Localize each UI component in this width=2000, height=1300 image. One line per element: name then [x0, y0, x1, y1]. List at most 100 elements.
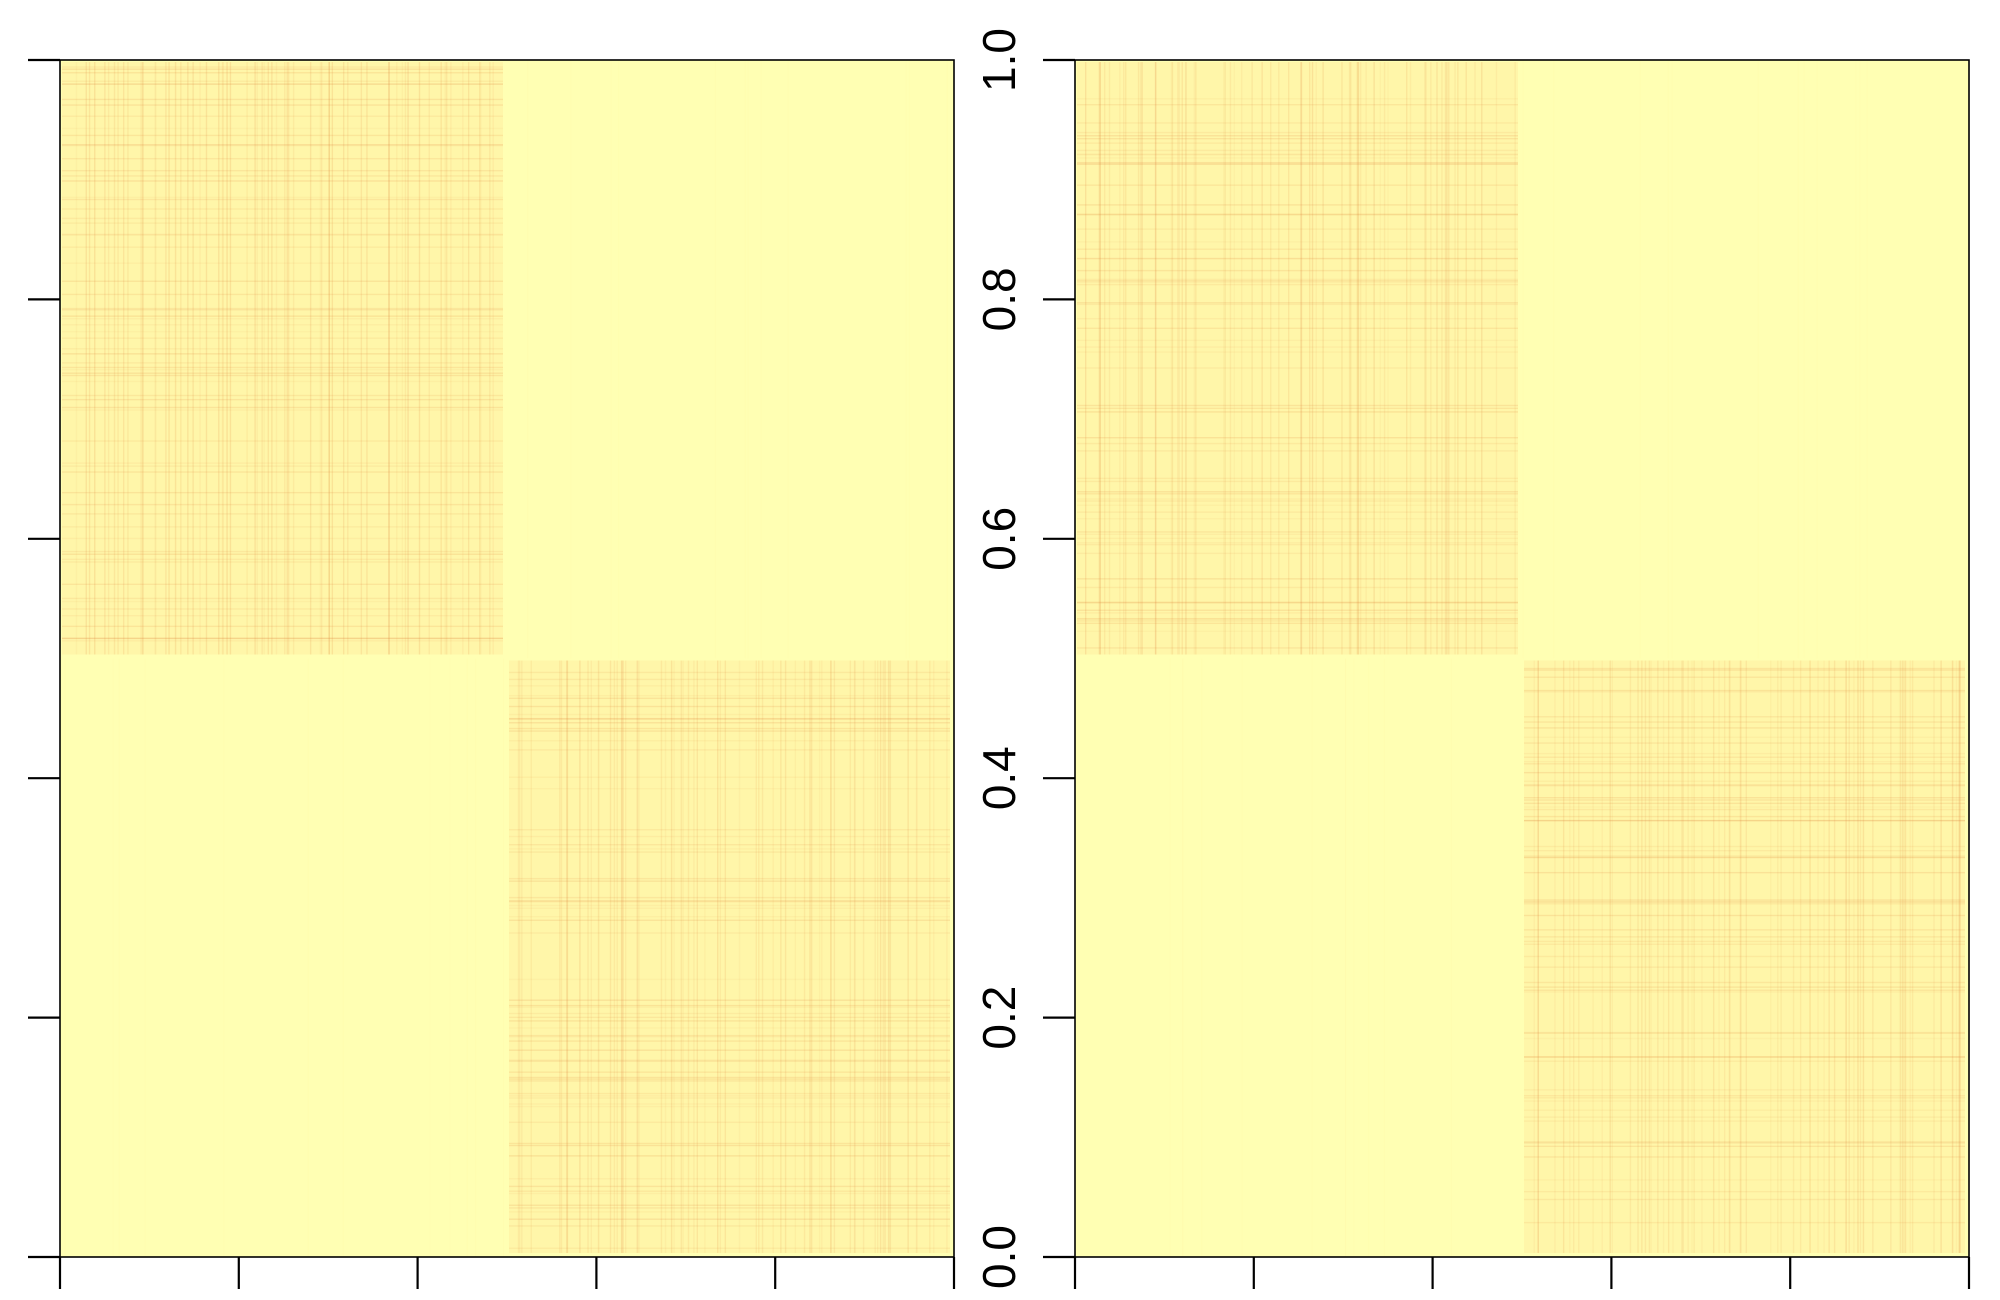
block-stripe-h — [509, 727, 950, 730]
block-stripe-h — [509, 1103, 950, 1105]
block-stripe-h — [509, 1095, 950, 1097]
block-stripe-h — [1077, 537, 1518, 540]
block-stripe-v — [1514, 62, 1516, 655]
block-stripe-v — [1739, 660, 1741, 1253]
block-stripe-v — [1170, 62, 1173, 655]
block-stripe-v — [946, 660, 948, 1253]
block-stripe-v — [1450, 658, 1452, 1257]
block-stripe-h — [1077, 351, 1518, 353]
block-stripe-v — [261, 62, 263, 655]
block-stripe-v — [445, 62, 448, 655]
block-stripe-h — [509, 844, 950, 846]
block-stripe-v — [1099, 62, 1101, 655]
block-stripe-v — [1777, 660, 1779, 1253]
block-stripe-v — [418, 62, 421, 655]
block-stripe-h — [1077, 367, 1518, 369]
block-stripe-h — [509, 896, 950, 899]
block-stripe-h — [509, 718, 950, 720]
block-stripe-v — [616, 660, 618, 1253]
block-stripe-h — [1524, 1179, 1965, 1181]
block-stripe-v — [1441, 62, 1443, 655]
block-stripe-v — [1454, 62, 1456, 655]
block-stripe-v — [660, 660, 663, 1253]
block-stripe-h — [1077, 184, 1518, 186]
block-stripe-h — [509, 907, 950, 909]
block-stripe-v — [1356, 62, 1358, 655]
block-stripe-h — [509, 919, 950, 921]
block-stripe-h — [1077, 317, 1518, 320]
block-stripe-v — [1357, 62, 1359, 655]
block-stripe-v — [1890, 660, 1892, 1253]
block-fill — [1522, 60, 1969, 659]
block-stripe-h — [509, 915, 950, 918]
block-stripe-v — [1723, 660, 1726, 1253]
block-stripe-v — [1857, 660, 1859, 1253]
block-stripe-v — [1311, 658, 1313, 1257]
block-stripe-v — [1119, 62, 1121, 655]
block-stripe-h — [62, 317, 503, 320]
block-stripe-h — [1524, 802, 1965, 805]
block-stripe-v — [566, 660, 569, 1253]
block-stripe-h — [509, 932, 950, 934]
block-stripe-v — [587, 660, 589, 1253]
block-stripe-v — [1409, 62, 1412, 655]
block-stripe-v — [889, 660, 891, 1253]
block-stripe-v — [946, 60, 948, 659]
block-stripe-v — [328, 62, 331, 655]
block-stripe-v — [226, 62, 228, 655]
block-stripe-h — [62, 143, 503, 146]
block-stripe-v — [127, 62, 129, 655]
block-stripe-v — [1682, 660, 1684, 1253]
block-stripe-v — [1182, 658, 1184, 1257]
block-stripe-v — [1182, 658, 1184, 1257]
block-stripe-v — [747, 60, 749, 659]
block-stripe-v — [1859, 660, 1862, 1253]
block-stripe-h — [1077, 450, 1518, 452]
block-stripe-h — [62, 369, 503, 371]
block-stripe-h — [1077, 578, 1518, 580]
block-stripe-v — [480, 62, 482, 655]
y-tick-label: 0.6 — [973, 507, 1025, 571]
block-stripe-v — [218, 62, 220, 655]
block-stripe-v — [818, 660, 821, 1253]
block-stripe-h — [1077, 480, 1518, 483]
block-stripe-v — [787, 60, 789, 659]
block-stripe-h — [62, 526, 503, 528]
block-stripe-h — [62, 462, 503, 464]
block-stripe-h — [1077, 283, 1518, 286]
block-stripe-v — [1125, 62, 1127, 655]
block-stripe-h — [509, 829, 950, 831]
block-stripe-h — [1077, 327, 1518, 329]
block-stripe-h — [62, 217, 503, 220]
block-stripe-v — [467, 62, 470, 655]
block-stripe-h — [62, 637, 503, 640]
block-stripe-v — [1933, 660, 1935, 1253]
block-stripe-v — [1803, 60, 1805, 659]
block-stripe-h — [509, 705, 950, 708]
block-stripe-v — [388, 62, 390, 655]
block-stripe-h — [1524, 845, 1965, 848]
block-stripe-h — [509, 722, 950, 724]
block-stripe-h — [1524, 966, 1965, 968]
block-stripe-v — [1424, 62, 1426, 655]
block-stripe-v — [320, 62, 323, 655]
block-stripe-h — [62, 169, 503, 172]
block-stripe-v — [64, 658, 66, 1257]
block-stripe-v — [396, 62, 398, 655]
block-stripe-v — [519, 660, 521, 1253]
block-stripe-h — [1077, 612, 1518, 614]
block-stripe-v — [1108, 62, 1111, 655]
block-stripe-h — [1077, 543, 1518, 546]
block-stripe-v — [1569, 660, 1571, 1253]
block-stripe-h — [509, 1247, 950, 1249]
block-stripe-v — [1951, 660, 1953, 1253]
block-stripe-h — [1077, 511, 1518, 513]
block-stripe-h — [62, 83, 503, 85]
block-stripe-v — [205, 62, 208, 655]
block-stripe-v — [388, 62, 390, 655]
block-stripe-v — [1522, 60, 1524, 659]
block-stripe-v — [286, 62, 288, 655]
block-stripe-h — [509, 671, 950, 674]
block-stripe-v — [1103, 62, 1106, 655]
block-stripe-h — [62, 157, 503, 160]
